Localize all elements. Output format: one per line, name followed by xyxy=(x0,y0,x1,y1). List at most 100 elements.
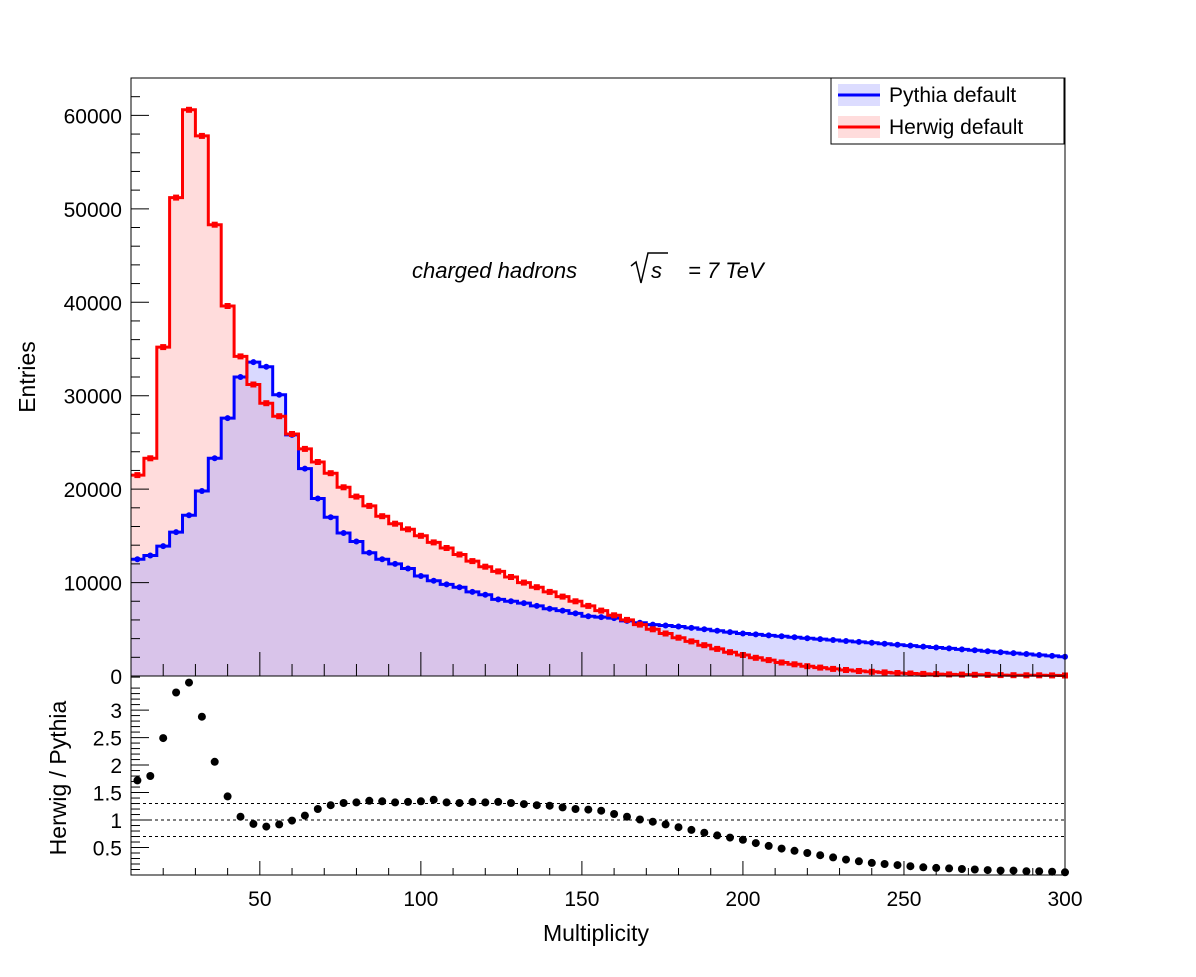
bin-marker-pythia xyxy=(160,543,167,550)
ratio-point xyxy=(249,819,258,828)
bin-marker-pythia xyxy=(881,640,888,647)
bin-marker-herwig xyxy=(186,106,192,113)
bin-marker-herwig xyxy=(340,484,347,491)
bin-marker-herwig xyxy=(198,132,205,139)
x-tick-label: 50 xyxy=(248,888,271,911)
bin-marker-herwig xyxy=(1036,672,1043,679)
bin-marker-herwig xyxy=(237,353,244,360)
ratio-point xyxy=(494,797,503,806)
bin-marker-herwig xyxy=(675,634,682,641)
ratio-point xyxy=(1022,867,1031,876)
bin-marker-pythia xyxy=(495,596,502,603)
bin-marker-herwig xyxy=(559,593,566,600)
bin-marker-herwig xyxy=(636,621,643,628)
bin-marker-herwig xyxy=(624,616,630,623)
ratio-point xyxy=(288,816,296,825)
ratio-point xyxy=(352,798,361,807)
bin-marker-pythia xyxy=(250,359,257,366)
bin-marker-herwig xyxy=(894,670,901,676)
bin-marker-herwig xyxy=(598,607,605,614)
bin-marker-pythia xyxy=(714,627,721,634)
bin-marker-herwig xyxy=(546,588,553,595)
ratio-point xyxy=(635,815,644,824)
y-axis-title-ratio: Herwig / Pythia xyxy=(45,700,71,855)
bin-marker-pythia xyxy=(585,613,592,620)
bin-marker-pythia xyxy=(443,581,450,588)
ratio-point xyxy=(1048,867,1057,876)
ratio-point xyxy=(790,846,799,855)
bin-marker-herwig xyxy=(984,671,991,678)
ratio-layer: 0.5 1 1.5 2 2.5 3 50 100 150 200 250 300 xyxy=(93,676,1083,911)
bin-marker-pythia xyxy=(971,647,978,654)
bin-marker-pythia xyxy=(907,642,914,649)
ratio-point xyxy=(133,776,142,785)
ratio-point xyxy=(687,825,696,834)
ratio-point xyxy=(172,688,181,697)
bin-marker-herwig xyxy=(520,579,527,586)
bin-marker-herwig xyxy=(289,431,295,437)
bin-marker-herwig xyxy=(224,303,231,309)
ratio-point xyxy=(751,839,760,848)
y-tick-label-ratio: 1.5 xyxy=(93,783,122,806)
x-axis-title: Multiplicity xyxy=(543,920,650,946)
x-tick-label: 100 xyxy=(403,888,438,911)
bin-marker-herwig xyxy=(778,659,785,666)
y-tick-label-main: 50000 xyxy=(64,199,122,222)
bin-marker-herwig xyxy=(585,602,592,609)
bin-marker-herwig xyxy=(379,513,386,520)
bin-marker-herwig xyxy=(701,642,708,649)
bin-marker-pythia xyxy=(1010,650,1017,657)
bin-marker-pythia xyxy=(430,577,437,584)
bin-marker-herwig xyxy=(971,671,978,678)
bin-marker-pythia xyxy=(572,610,579,617)
bin-marker-herwig xyxy=(430,539,437,546)
ratio-point xyxy=(532,801,541,810)
x-tick-label: 200 xyxy=(725,888,760,911)
bin-marker-herwig xyxy=(405,526,411,533)
ratio-point xyxy=(738,835,747,844)
bin-marker-pythia xyxy=(147,552,154,559)
ratio-point xyxy=(1035,867,1044,876)
bin-marker-herwig xyxy=(1049,672,1056,679)
main-line-layer xyxy=(131,106,1068,679)
bin-marker-pythia xyxy=(649,621,656,628)
bin-marker-pythia xyxy=(392,560,399,567)
bin-marker-pythia xyxy=(327,514,334,521)
x-tick-label: 300 xyxy=(1047,888,1082,911)
annotation-charged-hadrons: charged hadrons xyxy=(412,258,577,283)
bin-marker-herwig xyxy=(572,598,579,605)
ratio-point xyxy=(545,801,554,810)
ratio-point xyxy=(829,853,838,862)
bin-marker-herwig xyxy=(495,568,502,575)
bin-marker-pythia xyxy=(817,636,824,643)
bin-marker-herwig xyxy=(147,455,154,462)
ratio-point xyxy=(584,805,593,814)
ratio-point xyxy=(210,757,219,766)
ratio-point xyxy=(468,797,477,806)
bin-marker-herwig xyxy=(327,470,334,477)
bin-marker-herwig xyxy=(314,459,321,465)
ratio-point xyxy=(146,772,155,780)
bin-marker-pythia xyxy=(417,573,424,579)
y-tick-label-ratio: 3 xyxy=(110,700,122,723)
bin-marker-herwig xyxy=(907,670,914,677)
ratio-point xyxy=(339,799,348,807)
ratio-plot-frame xyxy=(130,675,1066,876)
bin-marker-herwig xyxy=(134,472,141,479)
bin-marker-pythia xyxy=(198,488,205,494)
series-fill-herwig xyxy=(131,109,1065,677)
bin-marker-pythia xyxy=(933,644,940,651)
bin-marker-pythia xyxy=(456,584,463,591)
bin-marker-herwig xyxy=(817,664,824,671)
bin-marker-pythia xyxy=(727,629,733,636)
bin-marker-herwig xyxy=(920,670,927,677)
bin-marker-pythia xyxy=(134,556,141,563)
bin-marker-herwig xyxy=(301,445,308,452)
bin-marker-herwig xyxy=(727,649,733,656)
bin-marker-herwig xyxy=(662,630,669,637)
ratio-point xyxy=(507,799,515,807)
bin-marker-pythia xyxy=(186,512,192,519)
series-fill-pythia xyxy=(131,362,1065,676)
